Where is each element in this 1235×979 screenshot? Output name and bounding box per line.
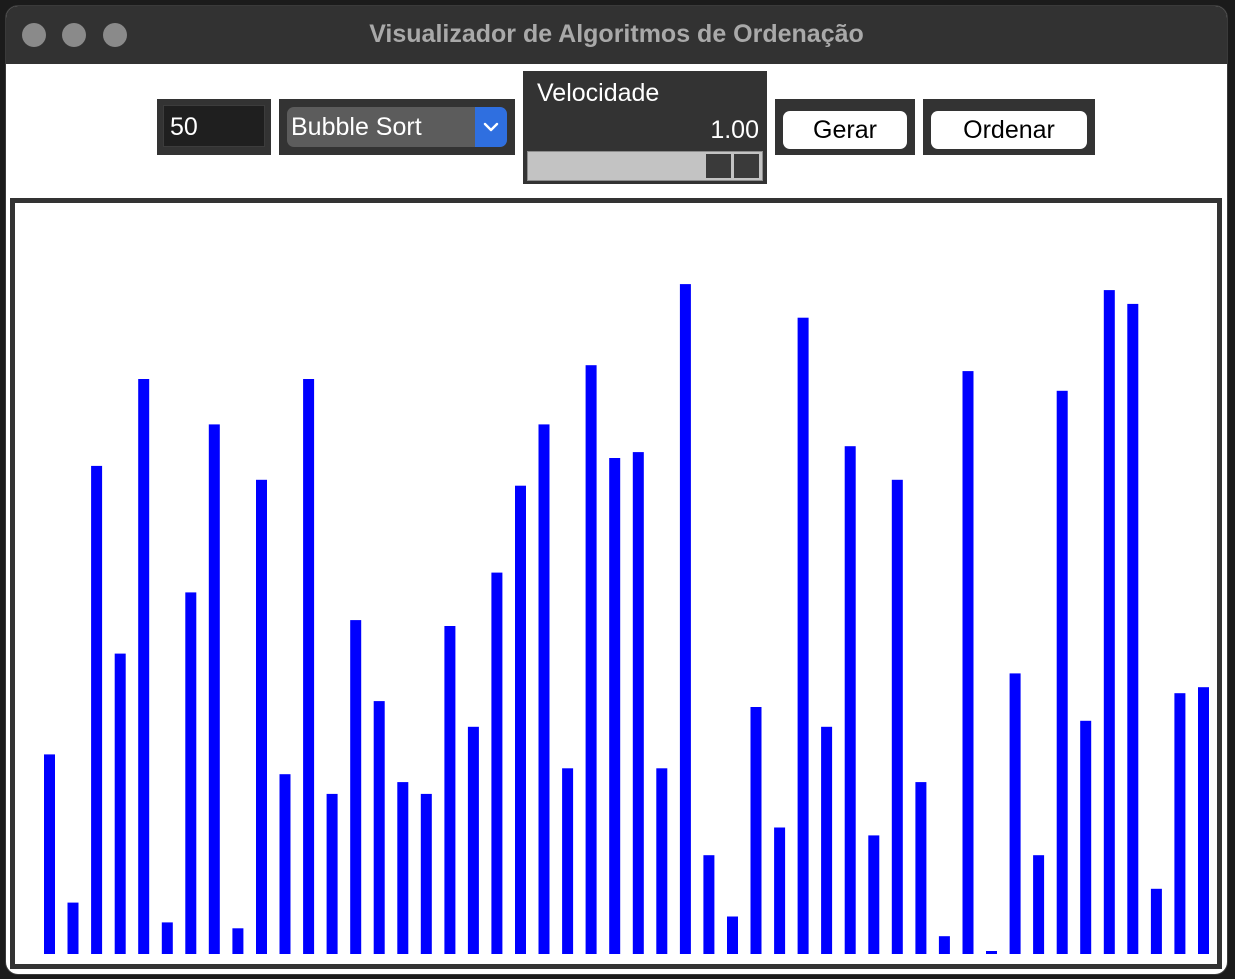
bar xyxy=(1103,290,1115,955)
bar xyxy=(868,835,880,954)
bar xyxy=(891,479,903,954)
generate-button[interactable]: Gerar xyxy=(783,111,907,149)
bar-chart xyxy=(44,284,1209,955)
bar xyxy=(467,726,479,954)
generate-button-frame: Gerar xyxy=(775,99,915,155)
bar xyxy=(256,479,267,954)
bar xyxy=(727,916,738,954)
bar xyxy=(609,458,621,954)
bar xyxy=(444,626,456,954)
bar xyxy=(1033,855,1045,954)
bar xyxy=(703,855,715,954)
algorithm-selected-value: Bubble Sort xyxy=(291,113,422,141)
visualization-canvas xyxy=(10,198,1222,969)
bar xyxy=(515,485,526,954)
bar xyxy=(797,317,809,954)
bar xyxy=(91,465,103,954)
slider-grip xyxy=(734,154,759,178)
sort-button-frame: Ordenar xyxy=(923,99,1095,155)
bar xyxy=(679,284,691,955)
bar xyxy=(208,424,220,954)
bar xyxy=(1056,390,1068,954)
bar xyxy=(326,793,338,954)
bar xyxy=(844,446,856,954)
bar xyxy=(279,774,291,954)
bar xyxy=(232,928,244,954)
app-window: Visualizador de Algoritmos de Ordenação … xyxy=(6,6,1227,974)
size-input-frame: 50 xyxy=(157,99,271,155)
bar xyxy=(420,793,432,954)
bar xyxy=(656,768,668,954)
speed-value: 1.00 xyxy=(710,116,759,144)
bar xyxy=(915,782,927,954)
bar xyxy=(750,707,762,954)
slider-grip xyxy=(706,154,731,178)
sort-button[interactable]: Ordenar xyxy=(931,111,1087,149)
chevron-down-icon[interactable] xyxy=(475,107,507,147)
window-title: Visualizador de Algoritmos de Ordenação xyxy=(369,20,864,48)
speed-slider[interactable] xyxy=(527,151,763,181)
bar xyxy=(138,379,150,954)
algorithm-select[interactable]: Bubble Sort xyxy=(287,107,507,147)
bar xyxy=(1150,888,1162,954)
zoom-window-button[interactable] xyxy=(103,23,127,47)
bar xyxy=(821,726,833,954)
bar xyxy=(491,572,503,954)
bar xyxy=(303,379,315,954)
bar xyxy=(938,936,950,954)
bar xyxy=(774,827,786,954)
bar xyxy=(538,424,550,954)
bar xyxy=(44,754,55,954)
bar xyxy=(562,768,574,954)
title-bar: Visualizador de Algoritmos de Ordenação xyxy=(6,6,1227,65)
bar xyxy=(67,902,79,954)
algorithm-select-frame: Bubble Sort xyxy=(279,99,515,155)
bar xyxy=(185,592,197,954)
bar xyxy=(1198,687,1209,954)
bar xyxy=(1009,673,1021,954)
array-size-input[interactable]: 50 xyxy=(163,105,265,147)
bar xyxy=(114,653,126,954)
bar xyxy=(632,452,644,954)
speed-label: Velocidade xyxy=(537,79,660,107)
bar xyxy=(350,620,362,954)
bar xyxy=(585,365,597,954)
bar xyxy=(1127,303,1139,954)
bar xyxy=(373,701,385,954)
bar xyxy=(962,371,974,955)
minimize-window-button[interactable] xyxy=(62,23,86,47)
bar xyxy=(161,922,173,954)
bar xyxy=(397,782,409,954)
speed-slider-thumb[interactable] xyxy=(706,154,760,178)
bar xyxy=(1080,720,1092,954)
speed-control: Velocidade 1.00 xyxy=(523,71,767,184)
bar xyxy=(1174,693,1186,954)
close-window-button[interactable] xyxy=(22,23,46,47)
bar xyxy=(986,951,997,954)
control-panel: 50 Bubble Sort Velocidade 1.00 xyxy=(6,64,1227,198)
